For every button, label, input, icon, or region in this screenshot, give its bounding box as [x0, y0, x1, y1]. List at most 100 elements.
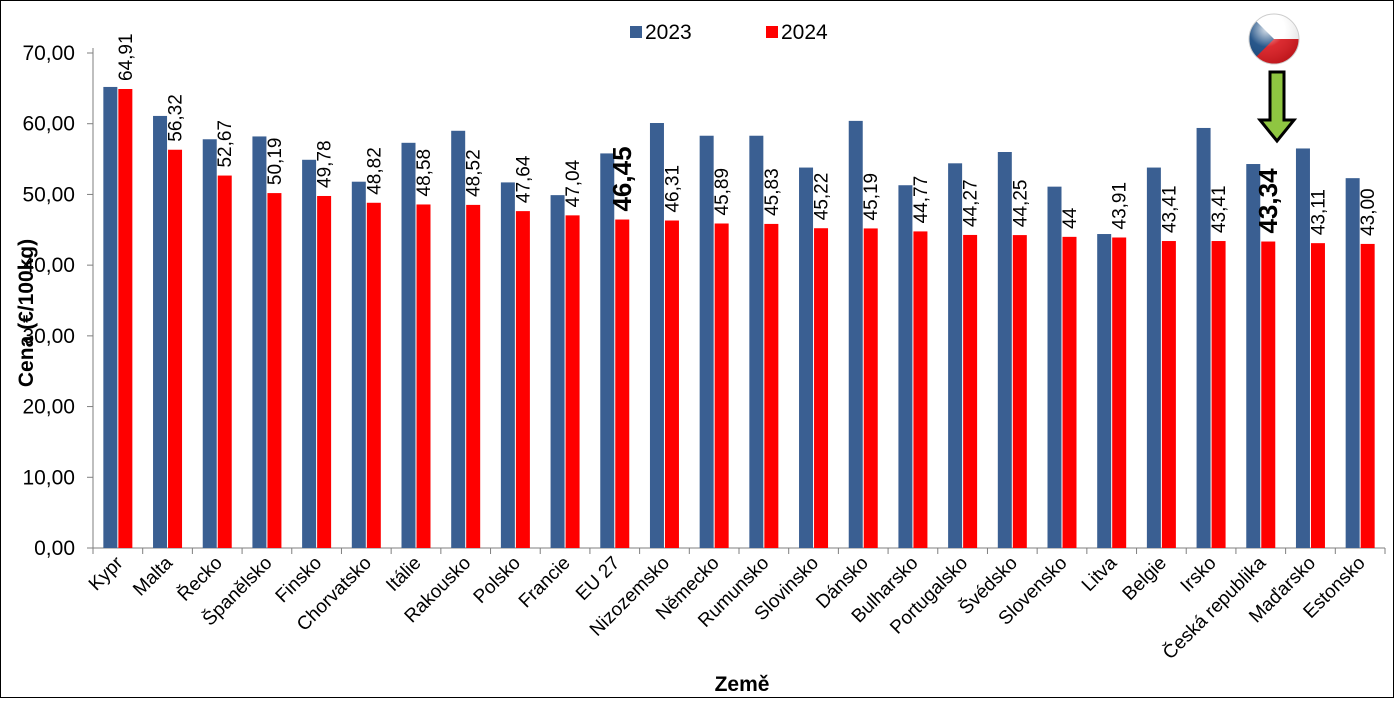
bar-2024	[217, 175, 232, 548]
data-label-2024: 46,45	[607, 146, 637, 211]
bar-2023	[799, 167, 814, 549]
bar-2023	[1146, 167, 1161, 549]
bar-2024	[963, 234, 978, 548]
legend-swatch-2023	[630, 26, 642, 38]
category-label: Kypr	[85, 552, 128, 595]
bar-2023	[302, 159, 317, 548]
legend: 2023 2024	[630, 21, 828, 44]
bar-2023	[500, 182, 515, 548]
bar-2024	[1360, 243, 1375, 548]
y-tick-label: 40,00	[22, 254, 75, 277]
category-label: Malta	[129, 552, 177, 600]
bar-2024	[615, 219, 630, 548]
bar-2024	[118, 88, 133, 549]
bar-2023	[1196, 127, 1211, 548]
data-label-2024: 43,34	[1253, 168, 1283, 234]
bar-2023	[401, 142, 416, 549]
bar-2023	[649, 123, 664, 548]
y-axis: 0,00 10,00 20,00 30,00 40,00 50,00 60,00 70,00	[22, 42, 94, 560]
data-label-2024: 45,19	[861, 173, 882, 221]
y-tick-label: 70,00	[22, 42, 75, 65]
bar-2024	[664, 220, 679, 548]
bar-2023	[451, 130, 466, 549]
legend-label-2023: 2023	[645, 21, 692, 44]
czech-flag-icon	[1248, 13, 1300, 65]
data-label-2024: 56,32	[166, 94, 187, 142]
bar-2024	[863, 228, 878, 548]
data-label-2024: 50,19	[265, 138, 286, 186]
bar-2023	[202, 139, 217, 548]
bar-2023	[848, 120, 863, 548]
data-label-2024: 43,91	[1110, 182, 1131, 230]
data-label-2024: 48,52	[464, 149, 485, 197]
bar-2023	[948, 163, 963, 549]
bar-2024	[714, 223, 729, 549]
bar-2024	[913, 231, 928, 548]
data-label-2024: 44,27	[961, 179, 982, 227]
bar-2024	[565, 215, 580, 549]
data-label-2024: 64,91	[116, 33, 137, 81]
data-label-2024: 46,31	[662, 165, 683, 213]
bar-2023	[1345, 178, 1360, 548]
bar-2023	[103, 86, 118, 548]
y-tick-label: 10,00	[22, 466, 75, 489]
bar-2024	[764, 223, 779, 548]
y-tick-label: 60,00	[22, 113, 75, 136]
bar-2024	[1161, 241, 1176, 548]
y-tick-label: 50,00	[22, 183, 75, 206]
bar-2023	[699, 135, 714, 548]
data-label-2024: 48,58	[414, 149, 435, 197]
data-label-2024: 45,89	[712, 168, 733, 216]
bar-2023	[600, 153, 615, 548]
bar-2023	[351, 181, 366, 548]
category-label: Litva	[1078, 552, 1122, 596]
data-label-2024: 43,41	[1159, 185, 1180, 233]
bar-2023	[1246, 164, 1261, 548]
data-label-2024: 43,41	[1209, 185, 1230, 233]
data-label-2024: 43,11	[1308, 189, 1329, 235]
bar-2024	[366, 202, 381, 548]
category-label: Belgie	[1119, 553, 1171, 605]
bar-2024	[416, 204, 431, 548]
bar-2023	[997, 152, 1012, 548]
bar-2023	[898, 185, 913, 548]
category-label: Francie	[515, 553, 575, 613]
bar-2024	[1211, 241, 1226, 548]
bar-2023	[1097, 234, 1112, 548]
data-label-2024: 43,00	[1358, 188, 1379, 236]
data-labels-group: 64,91 56,32 52,67 50,19 49,78 48,82 48,58 48,52…	[116, 33, 1379, 235]
bar-2024	[466, 204, 481, 548]
x-axis	[92, 547, 1386, 554]
down-arrow-icon	[1256, 70, 1298, 144]
bars-group	[103, 86, 1375, 549]
data-label-2024: 45,83	[762, 168, 783, 216]
bar-2024	[814, 228, 829, 549]
bar-2024	[1310, 243, 1325, 549]
bar-2024	[1261, 241, 1276, 548]
data-label-2024: 52,67	[215, 120, 236, 168]
data-label-2024: 47,64	[513, 155, 534, 203]
category-label: Itálie	[382, 553, 425, 596]
legend-swatch-2024	[766, 26, 778, 38]
bar-2024	[515, 211, 530, 549]
bar-2024	[1112, 237, 1127, 548]
data-label-2024: 47,04	[563, 159, 584, 207]
data-label-2024: 44,25	[1010, 180, 1031, 228]
y-tick-label: 20,00	[22, 396, 75, 419]
data-label-2024: 45,22	[812, 173, 833, 221]
data-label-2024: 49,78	[315, 140, 336, 188]
bar-2023	[153, 115, 168, 548]
bar-2024	[168, 149, 183, 549]
bar-2024	[1012, 235, 1027, 548]
x-axis-title: Země	[715, 673, 770, 696]
y-tick-label: 0,00	[34, 537, 75, 560]
bar-2024	[317, 195, 332, 548]
data-label-2024: 48,82	[364, 147, 385, 195]
bar-2024	[1062, 236, 1077, 548]
bar-2023	[252, 136, 267, 548]
y-tick-label: 30,00	[22, 325, 75, 348]
bar-2023	[749, 135, 764, 548]
